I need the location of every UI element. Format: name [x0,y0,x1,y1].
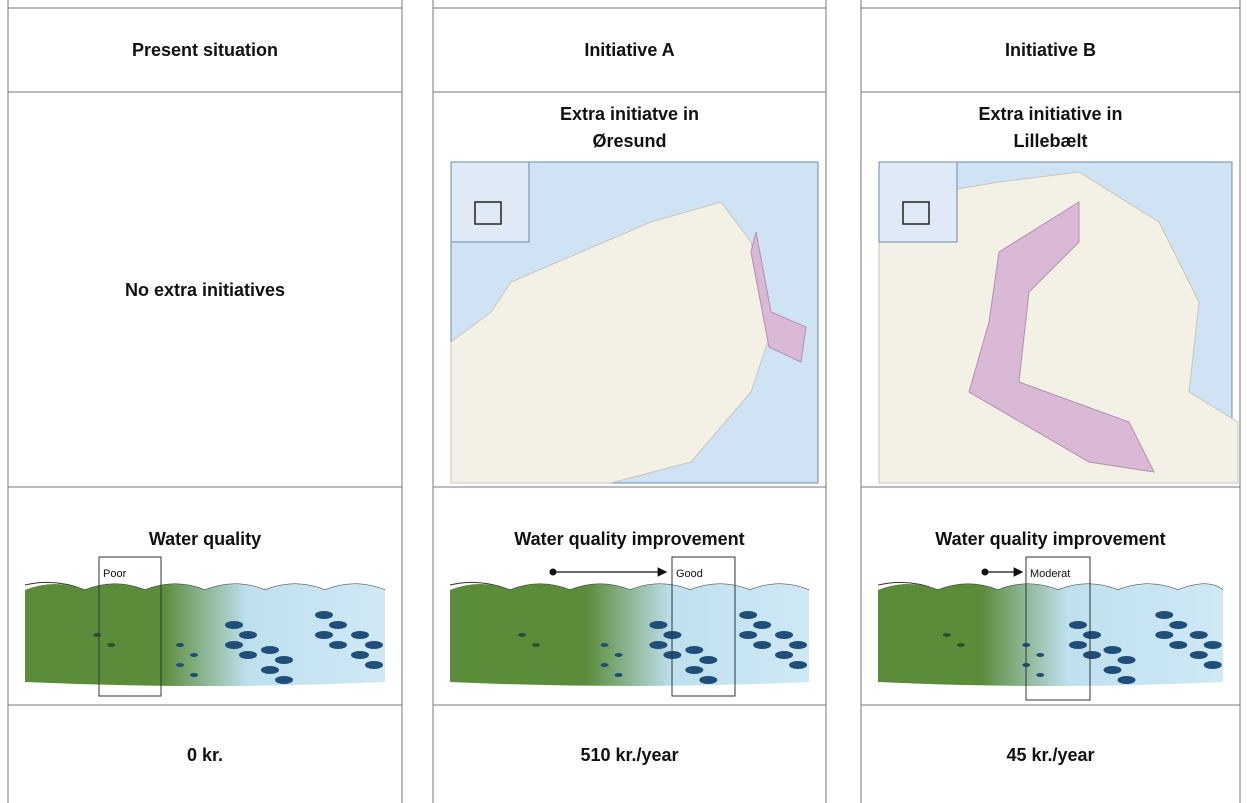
fish [753,621,772,629]
fish [942,633,951,637]
fish [1036,653,1045,657]
quality-label: Moderat [1030,568,1070,580]
description: No extra initiatives [125,280,285,300]
fish [685,666,704,674]
fish [351,651,369,659]
cost: 45 kr./year [1006,745,1094,765]
fish [775,631,794,639]
map-inset-frame [902,201,930,225]
fish [261,646,279,654]
fish [225,621,243,629]
fish [649,641,668,649]
fish [1103,646,1122,654]
fish [261,666,279,674]
fish [365,641,383,649]
fish [1036,673,1045,677]
water-strip [450,584,809,686]
fish [1117,676,1136,684]
fish [176,663,184,667]
fish [190,653,198,657]
fish [1155,631,1174,639]
quality-label: Good [676,568,703,580]
fish [351,631,369,639]
fish [1169,621,1188,629]
fish [775,651,794,659]
cost: 510 kr./year [580,745,678,765]
fish [1103,666,1122,674]
water-strip [878,584,1223,686]
fish [649,621,668,629]
quality-marker [98,556,162,697]
map-area [750,231,807,363]
description-title: Lillebælt [1013,131,1087,151]
water-title: Water quality improvement [514,529,744,549]
water-strip [25,584,385,686]
water-title: Water quality improvement [935,529,1165,549]
fish [239,651,257,659]
fish [239,631,257,639]
fish [1083,651,1101,659]
fish [365,661,383,669]
fish [329,621,347,629]
quality-label: Poor [103,568,127,580]
description-title: Øresund [592,131,666,151]
fish [93,633,102,637]
fish [739,631,758,639]
fish [699,676,718,684]
fish [1117,656,1136,664]
fish [1189,631,1208,639]
fish [614,653,623,657]
fish [517,633,526,637]
quality-marker [1025,556,1091,701]
fish [329,641,347,649]
description-title: Extra initiative in [978,104,1122,124]
fish [614,673,623,677]
column-header: Present situation [132,40,278,60]
fish [1189,651,1208,659]
fish [1069,621,1087,629]
map-inset-frame [474,201,502,225]
fish [1069,641,1087,649]
fish [1169,641,1188,649]
fish [600,643,609,647]
fish [789,661,808,669]
fish [1203,661,1222,669]
fish [1083,631,1101,639]
map-land [878,171,1239,484]
map-land [450,201,772,484]
fish [190,673,198,677]
map-area [968,201,1155,473]
fish [600,663,609,667]
fish [315,611,333,619]
column-header: Initiative A [584,40,674,60]
fish [275,676,293,684]
fish [275,656,293,664]
water-title: Water quality [149,529,261,549]
fish [699,656,718,664]
fish [315,631,333,639]
description-title: Extra initiatve in [560,104,699,124]
fish [225,641,243,649]
fish [685,646,704,654]
fish [176,643,184,647]
fish [789,641,808,649]
fish [531,643,540,647]
cost: 0 kr. [187,745,223,765]
fish [1203,641,1222,649]
fish [1155,611,1174,619]
fish [956,643,965,647]
quality-marker [671,556,736,697]
fish [739,611,758,619]
fish [753,641,772,649]
column-header: Initiative B [1005,40,1096,60]
fish [107,643,116,647]
